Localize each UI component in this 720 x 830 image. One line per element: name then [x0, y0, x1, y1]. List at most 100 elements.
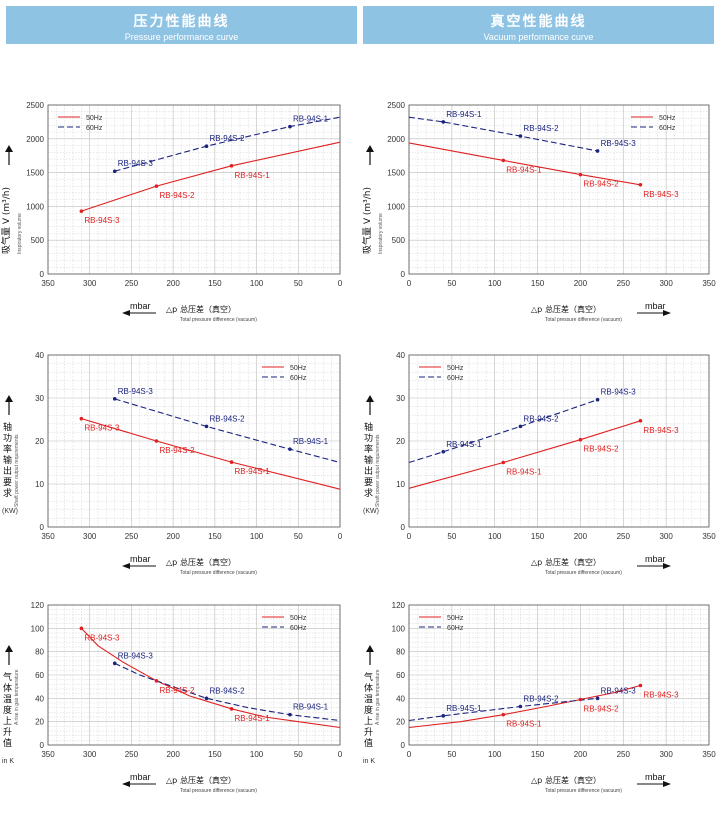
series-line-50Hz [408, 142, 641, 186]
data-point [204, 424, 209, 429]
x-axis-unit: mbar [645, 554, 666, 564]
data-point [288, 124, 292, 129]
y-axis-label-char: 上 [3, 716, 12, 727]
legend-label: 60Hz [659, 125, 676, 132]
data-point [229, 707, 234, 711]
y-axis-unit: in K [2, 758, 14, 765]
x-tick-label: 50 [294, 279, 303, 288]
y-axis-label-char: 体 [364, 682, 373, 694]
y-tick-label: 1500 [26, 169, 44, 178]
x-axis-arrowhead [663, 310, 671, 316]
pressure-header: 压力性能曲线 Pressure performance curve [6, 6, 357, 44]
y-axis-label-char: 气 [3, 671, 12, 683]
y-tick-label: 2500 [387, 101, 405, 110]
point-label: RB-94S-3 [643, 190, 679, 199]
point-label: RB-94S-2 [583, 180, 619, 189]
data-point [638, 418, 643, 423]
y-axis-unit: (KW) [2, 508, 18, 515]
chart-v2: 0 50 100 150 200 250 300 350 0 10 20 30 40 RB-94S-1 RB… [363, 351, 716, 576]
y-tick-label: 500 [392, 236, 406, 245]
data-point [638, 683, 643, 688]
x-tick-label: 100 [488, 750, 502, 759]
x-tick-label: 150 [531, 750, 545, 759]
data-point [79, 209, 84, 213]
point-label: RB-94S-3 [118, 159, 154, 168]
data-point [595, 696, 600, 701]
x-axis-symbol: △p [166, 558, 177, 567]
y-axis-label-char: 值 [3, 737, 12, 749]
y-tick-label: 0 [401, 523, 406, 532]
series-line-60Hz [114, 116, 341, 172]
x-tick-label: 350 [41, 279, 55, 288]
x-tick-label: 0 [407, 279, 412, 288]
y-axis-label-char: 升 [3, 727, 12, 738]
y-axis-label-char: 出 [364, 465, 373, 477]
data-point [441, 714, 446, 718]
x-tick-label: 150 [208, 532, 222, 541]
y-axis-label-char: 温 [364, 694, 373, 705]
legend-label: 50Hz [290, 365, 307, 372]
y-axis-label: 吸气量 V (m³/h) [361, 187, 373, 254]
y-axis-label-char: 要 [3, 477, 12, 488]
pressure-header-title: 压力性能曲线 [133, 14, 230, 30]
x-tick-label: 300 [83, 279, 97, 288]
y-tick-label: 0 [40, 270, 45, 279]
y-axis-label-en: Shaft power output requirements [375, 434, 381, 507]
x-tick-label: 300 [83, 750, 97, 759]
y-axis-arrowhead [366, 395, 374, 402]
y-axis-label-char: 出 [3, 465, 12, 477]
x-tick-label: 100 [250, 750, 264, 759]
point-label: RB-94S-1 [235, 171, 271, 180]
legend-label: 50Hz [86, 115, 103, 122]
y-axis-label-en: A rise in gas temperature [14, 669, 20, 725]
x-tick-label: 0 [338, 532, 343, 541]
data-point [112, 169, 117, 174]
point-label: RB-94S-2 [523, 414, 559, 423]
series-line-60Hz [408, 116, 598, 152]
point-label: RB-94S-2 [210, 414, 246, 423]
point-label: RB-94S-1 [506, 165, 542, 174]
data-point [288, 447, 292, 451]
y-axis-arrowhead [5, 395, 13, 402]
point-label: RB-94S-3 [118, 387, 154, 396]
y-tick-label: 40 [35, 694, 44, 703]
data-point [154, 184, 159, 188]
y-axis-arrowhead [366, 645, 374, 652]
legend-label: 50Hz [447, 365, 464, 372]
data-point [578, 437, 583, 442]
plot-frame [47, 604, 341, 746]
x-tick-label: 250 [617, 279, 631, 288]
data-point [441, 120, 446, 124]
data-point [518, 704, 523, 709]
point-label: RB-94S-3 [601, 139, 637, 148]
y-axis-label-char: 温 [3, 694, 12, 705]
x-tick-label: 100 [488, 532, 502, 541]
series-line-50Hz [408, 420, 641, 489]
point-label: RB-94S-2 [210, 686, 246, 695]
vacuum-header-title: 真空性能曲线 [490, 14, 587, 30]
y-axis-label-char: 体 [3, 682, 12, 694]
y-axis-label-char: 输 [364, 454, 373, 466]
point-label: RB-94S-3 [84, 633, 120, 642]
chart-v1: 0 50 100 150 200 250 300 350 0 500 1000 1500 2000 250… [361, 101, 716, 323]
chart-p3: 350 300 250 200 150 100 50 0 0 20 40 60 80 100 120 RB-9… [2, 601, 343, 794]
chart-v3: 0 50 100 150 200 250 300 350 0 20 40 60 80 100 120 RB-9… [363, 601, 716, 794]
x-tick-label: 200 [166, 279, 180, 288]
point-label: RB-94S-1 [235, 467, 271, 476]
y-axis-label-en: Shaft power output requirements [14, 434, 20, 507]
y-axis-label-char: 度 [364, 704, 373, 716]
x-tick-label: 300 [83, 532, 97, 541]
x-axis-label: 总压差（真空） [180, 304, 236, 314]
y-axis-arrowhead [5, 145, 13, 152]
x-tick-label: 200 [166, 532, 180, 541]
y-tick-label: 120 [31, 601, 45, 610]
y-tick-label: 20 [35, 718, 44, 727]
data-point [595, 149, 600, 153]
x-axis-symbol: △p [531, 776, 542, 785]
y-tick-label: 40 [396, 351, 405, 360]
x-tick-label: 350 [702, 750, 716, 759]
legend-label: 50Hz [659, 115, 676, 122]
y-tick-label: 0 [40, 741, 45, 750]
y-tick-label: 10 [396, 480, 405, 489]
